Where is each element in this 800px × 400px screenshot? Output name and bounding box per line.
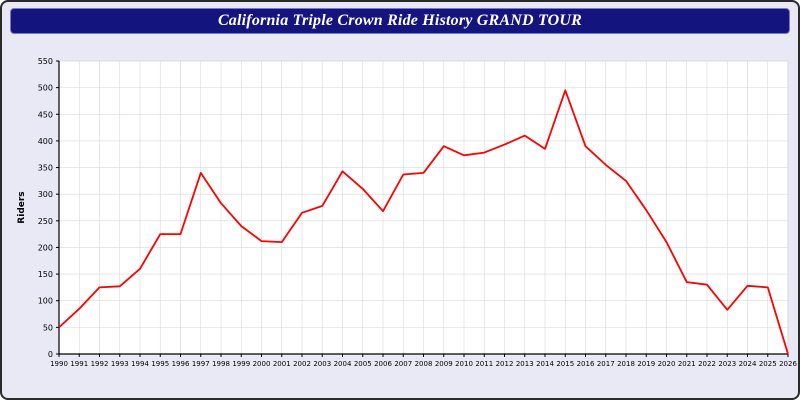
x-tick-label: 2009 bbox=[435, 360, 453, 368]
x-tick-label: 1995 bbox=[151, 360, 169, 368]
x-tick-label: 2000 bbox=[253, 360, 271, 368]
x-tick-label: 1999 bbox=[232, 360, 250, 368]
y-gridlines bbox=[56, 60, 788, 355]
ride-history-line-chart: 1990 1991 1992 1993 1994 1995 1996 1997 1998 1999… bbox=[17, 57, 797, 368]
x-tick-label: 2019 bbox=[637, 360, 655, 368]
chart-title-bar: California Triple Crown Ride History GRA… bbox=[10, 8, 790, 34]
y-tick-label: 450 bbox=[38, 110, 53, 119]
x-tick-label: 2011 bbox=[475, 360, 493, 368]
x-tick-label: 2002 bbox=[293, 360, 311, 368]
x-tick-label: 2001 bbox=[273, 360, 291, 368]
x-tick-label: 2014 bbox=[536, 360, 554, 368]
x-tick-label: 1996 bbox=[172, 360, 190, 368]
y-tick-label: 500 bbox=[38, 84, 53, 93]
y-tick-label: 250 bbox=[38, 217, 53, 226]
y-tick-label: 0 bbox=[48, 350, 53, 359]
x-tick-label: 2020 bbox=[658, 360, 676, 368]
x-tick-label: 1992 bbox=[91, 360, 109, 368]
y-tick-label: 400 bbox=[38, 137, 53, 146]
x-tick-label: 2018 bbox=[617, 360, 635, 368]
y-tick-label: 100 bbox=[38, 297, 53, 306]
riders-data-line bbox=[58, 89, 789, 355]
x-tick-label: 2016 bbox=[577, 360, 595, 368]
x-tick-label: 2005 bbox=[354, 360, 372, 368]
x-tick-label: 2015 bbox=[556, 360, 574, 368]
y-tick-label: 150 bbox=[38, 270, 53, 279]
y-tick-label: 50 bbox=[43, 323, 53, 332]
x-tick-label: 2008 bbox=[415, 360, 433, 368]
x-tick-label: 2021 bbox=[678, 360, 696, 368]
x-tick-label: 2023 bbox=[718, 360, 736, 368]
x-tick-label: 2007 bbox=[394, 360, 412, 368]
y-tick-label: 350 bbox=[38, 164, 53, 173]
x-tick-label: 2022 bbox=[698, 360, 716, 368]
chart-area: 1990 1991 1992 1993 1994 1995 1996 1997 1998 1999… bbox=[2, 44, 798, 398]
x-tick-label: 2006 bbox=[374, 360, 392, 368]
x-tick-label: 2012 bbox=[496, 360, 514, 368]
x-tick-label: 1994 bbox=[131, 360, 149, 368]
y-axis-title: Riders bbox=[17, 191, 27, 223]
x-tick-label: 1993 bbox=[111, 360, 129, 368]
chart-title: California Triple Crown Ride History GRA… bbox=[217, 12, 583, 29]
x-tick-label: 2017 bbox=[597, 360, 615, 368]
x-tick-label: 2025 bbox=[759, 360, 777, 368]
x-tick-label: 2004 bbox=[334, 360, 352, 368]
x-tick-label: 1998 bbox=[212, 360, 230, 368]
x-tick-label: 2024 bbox=[739, 360, 757, 368]
x-tick-label: 2026 bbox=[779, 360, 797, 368]
x-tick-labels: 1990 1991 1992 1993 1994 1995 1996 1997 1998 1999… bbox=[50, 360, 797, 368]
x-tick-label: 1997 bbox=[192, 360, 210, 368]
x-gridlines bbox=[58, 61, 789, 357]
y-tick-label: 550 bbox=[38, 57, 53, 66]
x-tick-label: 2003 bbox=[313, 360, 331, 368]
x-tick-label: 2013 bbox=[516, 360, 534, 368]
x-tick-label: 1991 bbox=[70, 360, 88, 368]
x-tick-label: 1990 bbox=[50, 360, 68, 368]
y-tick-label: 200 bbox=[38, 243, 53, 252]
y-tick-labels: 0 50 100 150 200 250 300 350 400 450 500 550 bbox=[38, 57, 53, 359]
y-tick-label: 300 bbox=[38, 190, 53, 199]
x-tick-label: 2010 bbox=[455, 360, 473, 368]
